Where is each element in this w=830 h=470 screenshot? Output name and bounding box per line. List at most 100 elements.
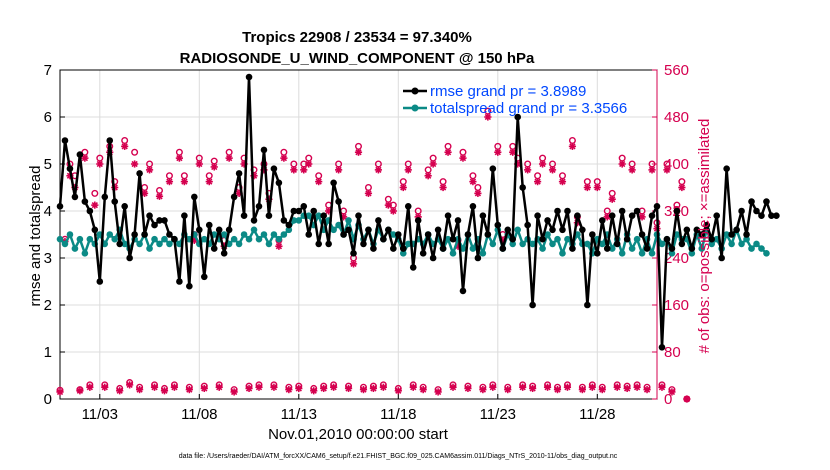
rmse-point — [598, 217, 606, 224]
totalspread-point — [121, 240, 128, 248]
rmse-point — [534, 212, 541, 219]
totalspread-point — [295, 217, 303, 224]
totalspread-point — [449, 250, 457, 257]
obs-possible-point — [489, 381, 497, 389]
obs-assimilated-point — [548, 166, 557, 174]
rmse-point — [156, 217, 163, 224]
totalspread-point — [753, 240, 760, 248]
obs-possible-point — [116, 384, 124, 392]
rmse-point — [444, 212, 452, 219]
totalspread-point — [166, 240, 173, 248]
obs-possible-point — [598, 383, 606, 391]
obs-possible-point — [315, 172, 323, 180]
rmse-point — [474, 254, 482, 262]
totalspread-point — [544, 231, 551, 238]
rmse-point — [86, 207, 94, 215]
rmse-point — [653, 203, 661, 210]
obs-possible-point — [200, 382, 208, 390]
rmse-point — [549, 226, 556, 234]
obs-possible-point — [305, 154, 313, 162]
rmse-point — [454, 217, 462, 224]
obs-possible-point — [195, 154, 203, 162]
rmse-point — [733, 226, 740, 234]
obs-assimilated-stroke — [91, 201, 98, 209]
obs-assimilated-stroke — [141, 190, 148, 197]
totalspread-point — [71, 245, 79, 252]
obs-assimilated-point — [315, 178, 323, 186]
x-tick-label: 11/23 — [480, 406, 516, 423]
rmse-point — [171, 235, 178, 243]
rmse-point — [250, 217, 258, 224]
obs-possible-point — [439, 178, 447, 186]
rmse-point — [713, 212, 720, 219]
obs-possible-point — [529, 382, 537, 390]
rmse-point — [111, 198, 119, 205]
rmse-point — [365, 226, 372, 234]
rmse-point — [345, 226, 352, 234]
obs-assimilated-stroke — [663, 166, 671, 174]
obs-possible-point — [136, 383, 144, 391]
rmse-point — [295, 207, 303, 215]
obs-assimilated-stroke — [196, 160, 203, 168]
obs-assimilated-stroke — [390, 207, 397, 215]
obs-assimilated-point — [638, 213, 646, 221]
totalspread-point — [161, 235, 168, 243]
obs-assimilated-stroke — [385, 201, 392, 209]
rmse-point — [703, 221, 711, 229]
totalspread-point — [514, 226, 521, 234]
totalspread-point — [728, 240, 735, 248]
rmse-point — [340, 231, 347, 238]
obs-assimilated-point — [568, 142, 577, 150]
plot-frame — [59, 69, 658, 400]
rmse-point — [225, 226, 233, 234]
obs-possible-point — [96, 154, 104, 162]
totalspread-point — [76, 235, 84, 243]
rmse-point — [390, 245, 397, 252]
totalspread-point — [230, 235, 238, 243]
rmse-point — [574, 212, 581, 219]
rmse-point — [594, 250, 601, 257]
rmse-point — [464, 231, 472, 238]
obs-assimilated-stroke — [315, 178, 322, 185]
rmse-point — [310, 207, 318, 215]
totalspread-point — [748, 245, 755, 252]
rmse-point — [290, 207, 298, 215]
rmse-point — [91, 226, 99, 234]
obs-possible-point — [668, 386, 676, 394]
totalspread-point — [200, 235, 208, 243]
rmse-point — [678, 240, 686, 248]
y-tick-label: 2 — [44, 297, 52, 314]
rmse-point — [524, 221, 531, 229]
rmse-point — [753, 207, 760, 215]
rmse-point — [126, 254, 133, 262]
rmse-point — [200, 273, 208, 281]
y-tick-label: 4 — [44, 203, 52, 220]
obs-possible-point — [539, 154, 547, 162]
totalspread-point — [66, 231, 74, 238]
rmse-point — [539, 235, 546, 243]
rmse-point — [459, 287, 467, 295]
rmse-point — [176, 278, 183, 285]
obs-possible-point — [255, 381, 263, 389]
obs-possible-point — [270, 381, 278, 389]
obs-possible-point — [335, 160, 343, 168]
data-file-footer: data file: /Users/raeder/DAI/ATM_forcXX/… — [179, 453, 618, 460]
obs-possible-point — [56, 386, 64, 394]
totalspread-point — [270, 231, 278, 238]
rmse-point — [439, 245, 447, 252]
rmse-point — [235, 170, 243, 177]
totalspread-point — [539, 245, 546, 252]
obs-assimilated-stroke — [524, 166, 531, 174]
obs-assimilated-stroke — [424, 172, 432, 179]
y-tick-label: 0 — [44, 391, 52, 408]
rmse-point — [569, 245, 576, 252]
obs-assimilated-stroke — [275, 243, 283, 250]
totalspread-point — [235, 240, 243, 248]
x-tick-label: 11/28 — [579, 406, 615, 423]
obs-possible-point — [544, 381, 552, 389]
totalspread-point — [584, 240, 591, 248]
totalspread-point — [275, 235, 283, 243]
obs-assimilated-stroke — [405, 166, 412, 174]
x-axis: 11/03 11/08 11/13 11/18 11/23 11/28 — [82, 394, 616, 423]
legend-swatch-rmse-marker — [411, 87, 419, 95]
